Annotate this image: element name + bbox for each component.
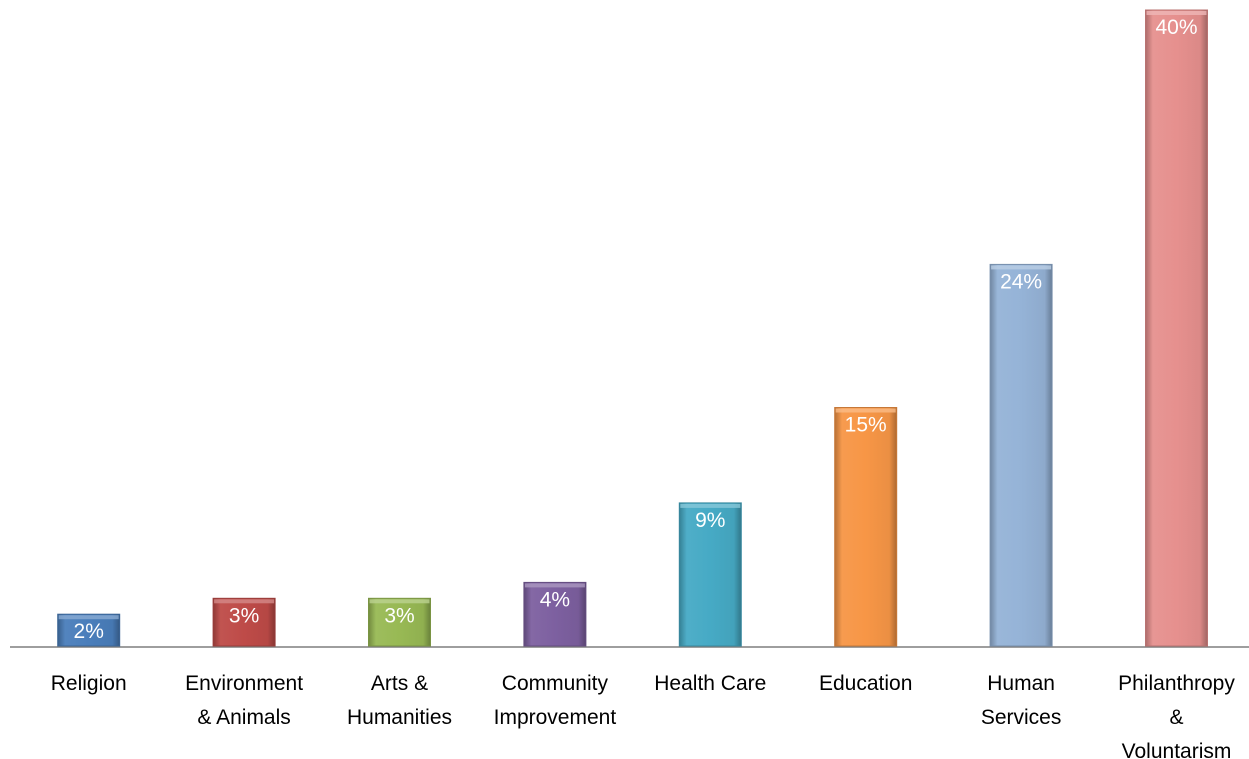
data-label-philanthropy-and-voluntarism: 40% [1155, 16, 1197, 39]
data-label-environment-and-animals: 3% [229, 604, 259, 627]
category-label-religion: Religion [51, 672, 127, 695]
bar-bevel-human-services [991, 265, 1052, 270]
data-label-religion: 2% [74, 620, 104, 643]
bar-bevel-religion [58, 615, 119, 620]
category-label-education: Education [819, 672, 912, 695]
data-label-human-services: 24% [1000, 270, 1042, 293]
bar-bevel-education [835, 408, 896, 413]
category-label-community-improvement: Community Improvement [494, 672, 617, 729]
bar-bevel-philanthropy-and-voluntarism [1146, 11, 1207, 15]
category-label-philanthropy-and-voluntarism: Philanthropy & Voluntarism [1118, 672, 1235, 759]
bar-environment-and-animals [212, 597, 276, 647]
bar-bevel-health-care [680, 503, 741, 508]
bar-health-care [678, 502, 742, 647]
category-labels-group: Religion Environment & Animals Arts & Humani… [51, 672, 1236, 759]
bar-education [834, 407, 898, 647]
category-label-health-care: Health Care [654, 672, 766, 695]
bars-group [57, 9, 1208, 647]
bar-bevel-community-improvement [524, 583, 585, 588]
bar-philanthropy-and-voluntarism [1145, 9, 1208, 647]
bar-bevel-environment-and-animals [214, 599, 275, 604]
bar-arts-and-humanities [368, 597, 431, 647]
bar-religion [57, 613, 121, 647]
data-label-health-care: 9% [695, 509, 725, 532]
data-label-community-improvement: 4% [540, 588, 570, 611]
bar-bevel-arts-and-humanities [369, 599, 430, 604]
data-label-education: 15% [845, 414, 887, 437]
data-labels-group: 2% 3% 3% 4% 9% 15% 24% 40% [74, 16, 1198, 643]
category-label-environment-and-animals: Environment & Animals [185, 672, 303, 729]
category-label-arts-and-humanities: Arts & Humanities [347, 672, 452, 729]
bar-community-improvement [523, 581, 587, 647]
data-label-arts-and-humanities: 3% [384, 604, 414, 627]
category-label-human-services: Human Services [981, 672, 1062, 729]
bar-human-services [989, 263, 1053, 647]
